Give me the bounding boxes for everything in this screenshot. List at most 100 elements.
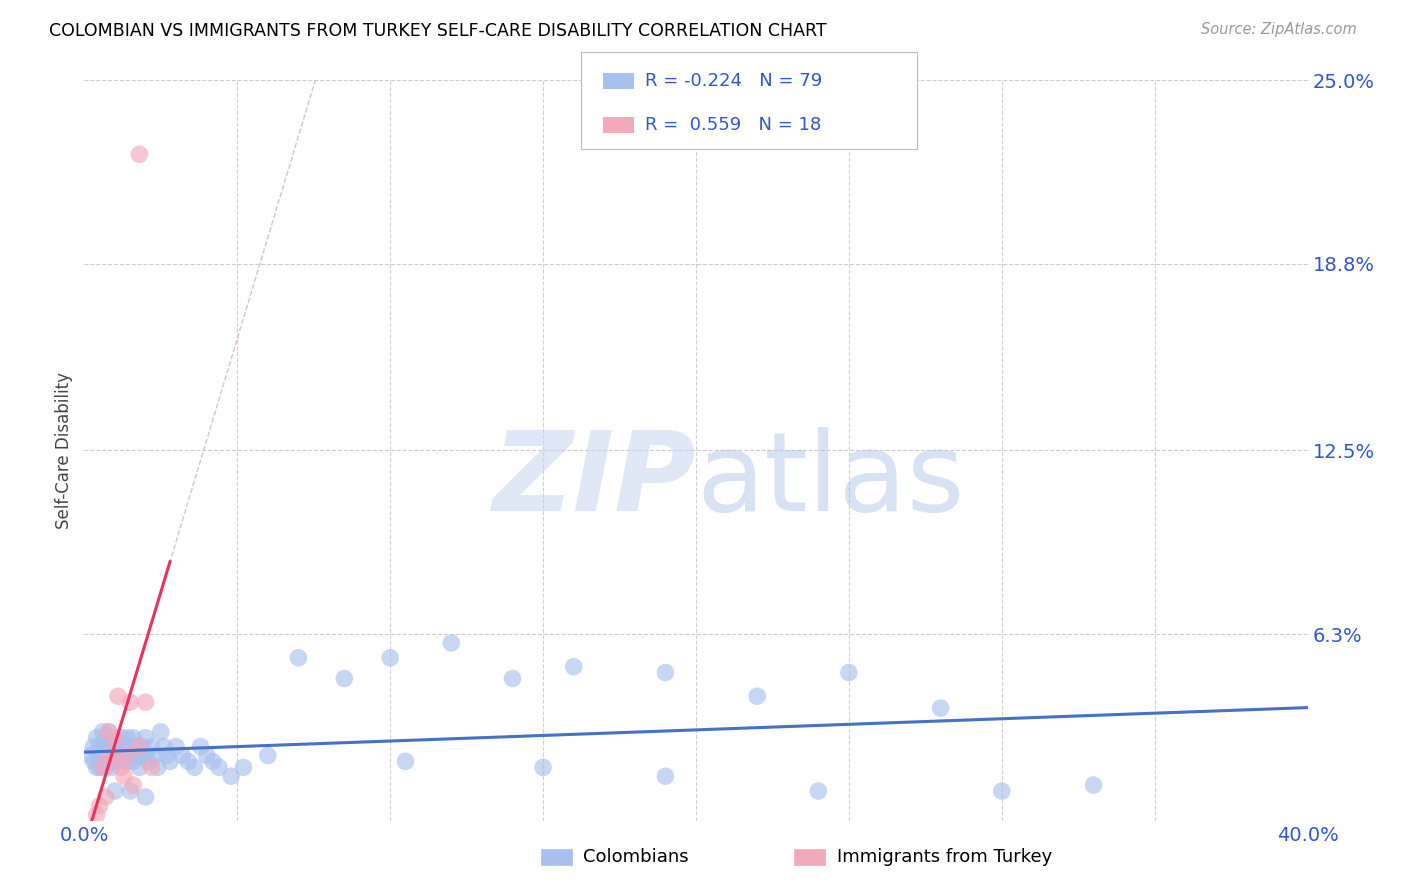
Point xyxy=(128,760,150,774)
Point xyxy=(112,769,135,783)
Point xyxy=(165,739,187,754)
Point xyxy=(232,760,254,774)
Point xyxy=(86,760,108,774)
Point xyxy=(104,731,127,745)
Point xyxy=(929,701,952,715)
Point xyxy=(115,755,138,769)
Point xyxy=(97,724,120,739)
Point xyxy=(101,739,124,754)
Text: atlas: atlas xyxy=(696,426,965,533)
Point xyxy=(190,739,212,754)
Point xyxy=(219,769,242,783)
Point xyxy=(380,650,402,665)
Point xyxy=(122,778,145,792)
Point xyxy=(83,739,105,754)
Point xyxy=(153,739,176,754)
Point xyxy=(112,748,135,763)
Point xyxy=(138,755,160,769)
Point xyxy=(156,748,179,763)
Point xyxy=(502,672,524,686)
Point xyxy=(89,739,111,754)
Point xyxy=(183,760,205,774)
Point xyxy=(107,690,129,704)
Point xyxy=(104,739,127,754)
Point xyxy=(115,731,138,745)
Text: ZIP: ZIP xyxy=(492,426,696,533)
Point xyxy=(110,731,132,745)
Point xyxy=(97,724,120,739)
Point xyxy=(128,739,150,754)
Point xyxy=(177,755,200,769)
Point xyxy=(128,147,150,161)
Point xyxy=(91,724,114,739)
Point xyxy=(94,748,117,763)
Point xyxy=(135,748,157,763)
Point xyxy=(562,659,585,673)
Point xyxy=(1083,778,1105,792)
Point xyxy=(110,755,132,769)
Point xyxy=(991,784,1014,798)
Point xyxy=(333,672,356,686)
Point xyxy=(838,665,860,680)
Y-axis label: Self-Care Disability: Self-Care Disability xyxy=(55,372,73,529)
Point xyxy=(104,755,127,769)
Point xyxy=(120,784,142,798)
Point xyxy=(201,755,224,769)
Point xyxy=(115,748,138,763)
Point xyxy=(89,798,111,813)
Text: Source: ZipAtlas.com: Source: ZipAtlas.com xyxy=(1201,22,1357,37)
Point xyxy=(172,748,194,763)
Point xyxy=(141,760,163,774)
Point xyxy=(91,739,114,754)
Text: Colombians: Colombians xyxy=(583,848,689,866)
Point xyxy=(79,748,101,763)
Point xyxy=(101,748,124,763)
Point xyxy=(654,769,676,783)
Point xyxy=(135,695,157,709)
Point xyxy=(120,695,142,709)
Point xyxy=(394,755,416,769)
Text: Immigrants from Turkey: Immigrants from Turkey xyxy=(837,848,1052,866)
Point xyxy=(122,755,145,769)
Point xyxy=(120,748,142,763)
Point xyxy=(107,739,129,754)
Point xyxy=(86,807,108,822)
Point xyxy=(97,748,120,763)
Point xyxy=(531,760,554,774)
Point xyxy=(135,789,157,804)
Point xyxy=(104,784,127,798)
Point xyxy=(141,739,163,754)
Point xyxy=(257,748,280,763)
Point xyxy=(208,760,231,774)
Point xyxy=(86,731,108,745)
Point xyxy=(89,748,111,763)
Point xyxy=(440,636,463,650)
Point xyxy=(91,760,114,774)
Point xyxy=(94,760,117,774)
Point xyxy=(110,760,132,774)
Point xyxy=(131,739,153,754)
Point xyxy=(107,748,129,763)
Point xyxy=(94,731,117,745)
Point xyxy=(122,731,145,745)
Text: R = -0.224   N = 79: R = -0.224 N = 79 xyxy=(645,72,823,90)
Point xyxy=(159,755,181,769)
Point xyxy=(97,748,120,763)
Point xyxy=(101,760,124,774)
Point xyxy=(807,784,830,798)
Point xyxy=(125,739,148,754)
Point xyxy=(135,731,157,745)
Point xyxy=(91,755,114,769)
Point xyxy=(120,739,142,754)
Point xyxy=(654,665,676,680)
Point xyxy=(128,748,150,763)
Point xyxy=(104,731,127,745)
Point xyxy=(97,739,120,754)
Point xyxy=(287,650,309,665)
Point xyxy=(94,789,117,804)
Point xyxy=(195,748,218,763)
Point xyxy=(112,739,135,754)
Point xyxy=(89,760,111,774)
Point xyxy=(146,760,169,774)
Point xyxy=(747,690,769,704)
